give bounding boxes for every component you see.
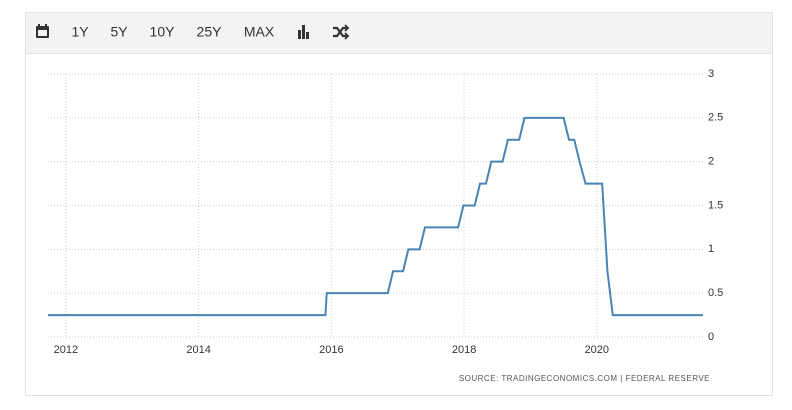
x-tick-label: 2020 [585,344,609,356]
range-button[interactable]: 1Y [71,24,89,40]
range-button[interactable]: 25Y [197,24,223,40]
y-tick-label: 2.5 [708,112,723,124]
bar-chart-icon[interactable] [298,25,309,39]
y-tick-label: 1.5 [708,199,723,211]
y-tick-label: 2 [708,156,714,168]
range-button[interactable]: MAX [244,24,275,40]
range-button[interactable]: 10Y [150,24,176,40]
y-tick-label: 1 [708,243,714,255]
toolbar [25,12,773,54]
range-button[interactable]: 5Y [110,24,128,40]
x-tick-label: 2018 [452,344,476,356]
y-tick-label: 3 [708,68,714,80]
shuffle-icon[interactable] [333,24,350,40]
chart-frame [25,12,773,396]
x-tick-label: 2012 [54,344,78,356]
y-tick-label: 0 [708,331,714,343]
y-tick-label: 0.5 [708,287,723,299]
source-note: SOURCE: TRADINGECONOMICS.COM | FEDERAL R… [459,374,710,383]
x-tick-label: 2014 [186,344,210,356]
calendar-icon[interactable] [36,24,49,38]
x-tick-label: 2016 [319,344,343,356]
data-line [48,116,703,317]
